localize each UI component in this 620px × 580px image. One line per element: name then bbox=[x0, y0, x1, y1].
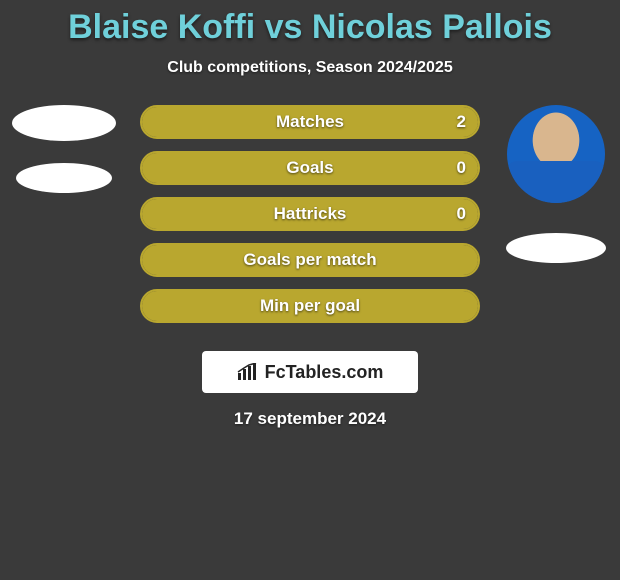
stat-row: Min per goal bbox=[140, 289, 480, 323]
stat-row: Goals per match bbox=[140, 243, 480, 277]
snapshot-date: 17 september 2024 bbox=[0, 409, 620, 429]
subtitle: Club competitions, Season 2024/2025 bbox=[0, 59, 620, 77]
stat-label: Hattricks bbox=[274, 204, 347, 224]
stat-value-right: 0 bbox=[457, 158, 466, 178]
comparison-area: Matches 2 Goals 0 Hattricks 0 Goals per match M… bbox=[0, 105, 620, 345]
stat-value-right: 0 bbox=[457, 204, 466, 224]
logo-text: FcTables.com bbox=[265, 362, 384, 383]
stat-label: Min per goal bbox=[260, 296, 360, 316]
player-right-column bbox=[500, 105, 612, 263]
fctables-logo[interactable]: FcTables.com bbox=[202, 351, 418, 393]
page-title: Blaise Koffi vs Nicolas Pallois bbox=[0, 0, 620, 47]
stat-value-right: 2 bbox=[457, 112, 466, 132]
stat-row: Goals 0 bbox=[140, 151, 480, 185]
player-right-avatar bbox=[507, 105, 605, 203]
bar-chart-icon bbox=[237, 363, 259, 381]
stat-label: Matches bbox=[276, 112, 344, 132]
player-left-avatar-placeholder bbox=[12, 105, 116, 141]
player-right-name-placeholder bbox=[506, 233, 606, 263]
player-left-name-placeholder bbox=[16, 163, 112, 193]
stat-row: Matches 2 bbox=[140, 105, 480, 139]
player-left-column bbox=[8, 105, 120, 193]
stat-row: Hattricks 0 bbox=[140, 197, 480, 231]
stat-bars: Matches 2 Goals 0 Hattricks 0 Goals per match M… bbox=[140, 105, 480, 335]
stat-label: Goals per match bbox=[243, 250, 376, 270]
stat-label: Goals bbox=[286, 158, 333, 178]
